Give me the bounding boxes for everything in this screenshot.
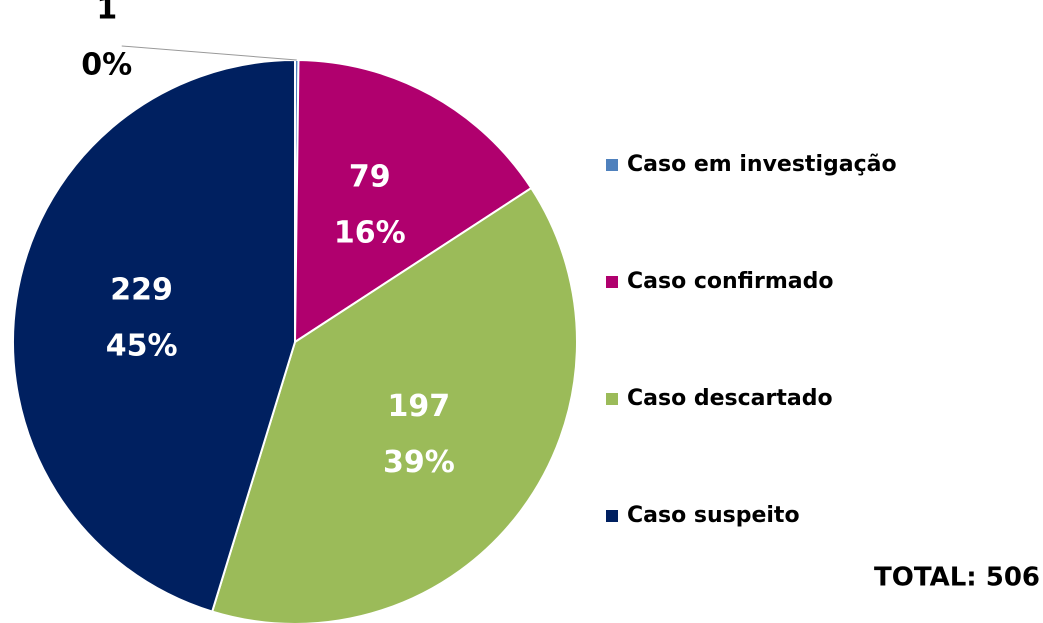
pie-slice xyxy=(210,186,578,623)
legend-swatch xyxy=(606,159,618,171)
legend-swatch xyxy=(606,393,618,405)
legend-swatch xyxy=(606,276,618,288)
data-label: 79 xyxy=(349,160,391,195)
pie-slice xyxy=(11,58,296,613)
percent-label: 39% xyxy=(383,445,455,480)
total-label: TOTAL: 506 xyxy=(874,563,1040,593)
percent-label: 0% xyxy=(81,48,132,83)
leader-line xyxy=(121,45,297,61)
legend-label: Caso descartado xyxy=(627,386,833,411)
legend-label: Caso confirmado xyxy=(627,269,833,294)
percent-label: 45% xyxy=(106,328,178,363)
legend-swatch xyxy=(606,510,618,522)
pie-slice xyxy=(293,59,533,344)
percent-label: 16% xyxy=(334,216,406,251)
data-label: 1 xyxy=(96,0,117,27)
data-label: 229 xyxy=(110,272,173,307)
data-label: 197 xyxy=(388,389,451,424)
legend-label: Caso suspeito xyxy=(627,503,800,528)
legend-label: Caso em investigação xyxy=(627,152,897,177)
